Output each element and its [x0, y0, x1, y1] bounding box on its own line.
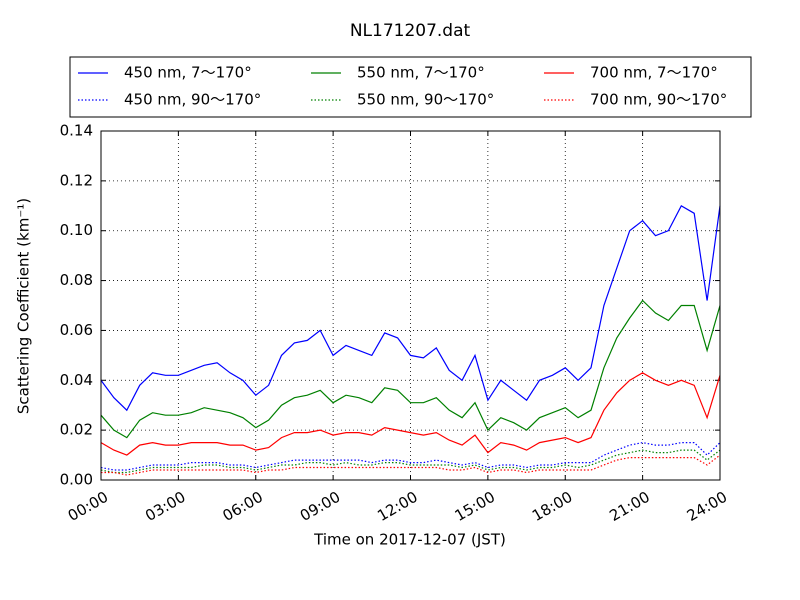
- x-tick-label: 06:00: [220, 488, 266, 525]
- legend-label: 550 nm, 90～170°: [357, 91, 494, 109]
- legend-box: [69, 56, 752, 118]
- legend-label: 450 nm, 7～170°: [124, 64, 252, 82]
- data-line: [100, 372, 721, 456]
- data-line: [100, 204, 721, 412]
- x-tick-label: 21:00: [606, 488, 652, 525]
- x-tick-label: 00:00: [65, 488, 111, 525]
- y-axis-label: Scattering Coefficient (km⁻¹): [15, 198, 33, 414]
- y-tick-label: 0.14: [60, 122, 93, 140]
- y-tick-label: 0.08: [60, 271, 93, 289]
- legend-label: 550 nm, 7～170°: [357, 64, 485, 82]
- legend-label: 700 nm, 90～170°: [590, 91, 727, 109]
- y-tick-label: 0.04: [60, 371, 93, 389]
- x-tick-label: 03:00: [142, 488, 188, 525]
- y-tick-label: 0.12: [60, 171, 93, 189]
- legend-label: 700 nm, 7～170°: [590, 64, 718, 82]
- y-tick-label: 0.02: [60, 421, 93, 439]
- x-tick-label: 09:00: [297, 488, 343, 525]
- x-tick-label: 15:00: [452, 488, 498, 525]
- x-tick-label: 24:00: [684, 488, 730, 525]
- data-line: [100, 449, 721, 474]
- y-tick-label: 0.06: [60, 321, 93, 339]
- y-tick-label: 0.10: [60, 221, 93, 239]
- plot-frame: [100, 130, 721, 481]
- y-tick-label: 0.00: [60, 471, 93, 489]
- data-line: [100, 299, 721, 439]
- x-axis-label: Time on 2017-12-07 (JST): [313, 531, 506, 549]
- legend-label: 450 nm, 90～170°: [124, 91, 261, 109]
- x-tick-label: 12:00: [374, 488, 420, 525]
- data-line: [100, 441, 721, 471]
- chart-title: NL171207.dat: [350, 21, 471, 41]
- x-tick-label: 18:00: [529, 488, 575, 525]
